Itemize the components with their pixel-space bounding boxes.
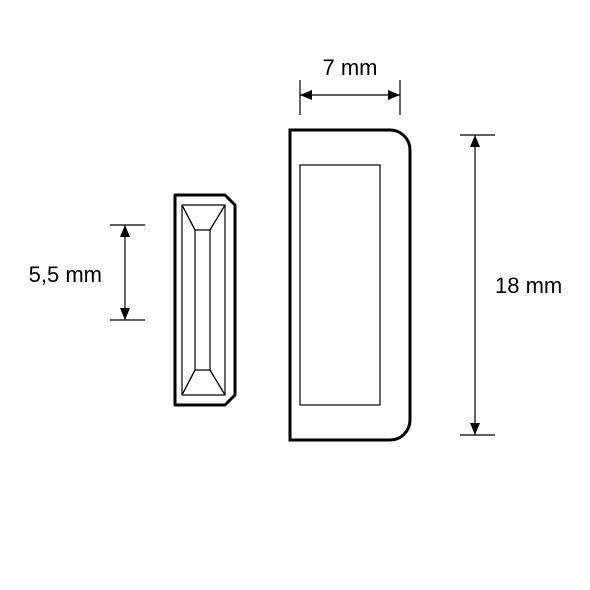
technical-drawing: 7 mm 18 mm 5,5 mm — [0, 0, 590, 590]
small-shape-bevel-2 — [182, 205, 225, 230]
dimension-height-left: 5,5 mm — [29, 262, 102, 287]
dimension-width-top: 7 mm — [323, 55, 378, 80]
large-shape-inner — [300, 165, 380, 405]
small-shape-outer — [175, 195, 235, 405]
small-shape-inner — [182, 205, 225, 395]
small-shape-bevel-3 — [182, 370, 225, 395]
small-shape-bevel-1 — [210, 205, 225, 395]
small-shape-bevel-0 — [182, 205, 195, 395]
dimension-height-right: 18 mm — [495, 273, 562, 298]
